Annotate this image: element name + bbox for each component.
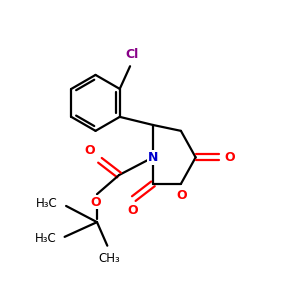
Text: O: O [224, 151, 235, 164]
Text: H₃C: H₃C [34, 232, 56, 245]
Text: O: O [176, 189, 187, 202]
Text: O: O [84, 144, 94, 157]
Text: H₃C: H₃C [36, 197, 58, 210]
Text: O: O [90, 196, 101, 208]
Text: Cl: Cl [125, 48, 138, 61]
Text: CH₃: CH₃ [98, 252, 120, 265]
Text: O: O [127, 204, 138, 217]
Text: N: N [148, 151, 158, 164]
